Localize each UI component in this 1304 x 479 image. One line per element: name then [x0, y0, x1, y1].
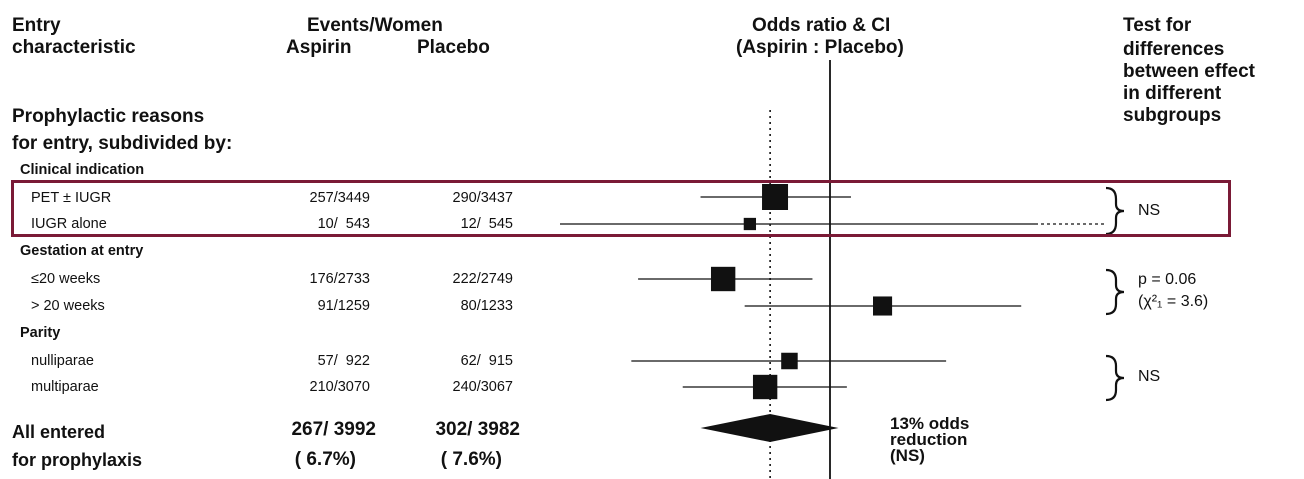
test-header-line3: between effect [1123, 61, 1255, 82]
total-label-line2: for prophylaxis [12, 450, 143, 470]
group-parity: Parity [20, 325, 61, 341]
group-gestation-at-entry: Gestation at entry [20, 243, 144, 259]
section-title-line2: for entry, subdivided by: [12, 133, 233, 154]
point-estimate-square [743, 217, 757, 231]
placebo-header: Placebo [417, 37, 490, 58]
row-label: multiparae [31, 379, 99, 395]
entry-header-line1: Entry [12, 15, 61, 36]
total-placebo-percent: ( 7.6%) [440, 449, 502, 470]
total-note-line3: (NS) [890, 446, 925, 465]
total-label-line1: All entered [12, 422, 106, 442]
total-note-line1: 13% odds [890, 414, 970, 433]
row-label: nulliparae [31, 353, 94, 369]
row-aspirin-count: 10/ 543 [317, 216, 370, 232]
point-estimate-square [781, 352, 798, 370]
total-note-line2: reduction [890, 430, 968, 449]
point-estimate-square [710, 266, 736, 292]
test-header-line5: subgroups [1123, 105, 1222, 126]
row-placebo-count: 80/1233 [460, 298, 513, 314]
aspirin-header: Aspirin [286, 37, 352, 58]
point-estimate-square [752, 374, 778, 400]
total-aspirin-count: 267/ 3992 [291, 419, 376, 440]
row-label: PET ± IUGR [31, 190, 112, 206]
total-aspirin-percent: ( 6.7%) [294, 449, 356, 470]
test-gestation-result-line2: (χ²₁ = 3.6) [1138, 293, 1209, 310]
test-header-line2: differences [1123, 39, 1225, 60]
row-label: ≤20 weeks [31, 271, 101, 287]
point-estimate-square [873, 296, 893, 316]
test-header-line4: in different [1123, 83, 1222, 104]
row-placebo-count: 240/3067 [452, 379, 513, 395]
group-clinical-indication: Clinical indication [20, 162, 145, 178]
test-parity-result: NS [1138, 368, 1161, 385]
overall-diamond [700, 414, 839, 442]
row-label: IUGR alone [31, 216, 107, 232]
test-clinical-result: NS [1138, 202, 1161, 219]
test-header-line1: Test for [1123, 15, 1192, 36]
row-aspirin-count: 257/3449 [309, 190, 370, 206]
row-aspirin-count: 91/1259 [317, 298, 370, 314]
row-aspirin-count: 57/ 922 [317, 353, 370, 369]
row-placebo-count: 12/ 545 [460, 216, 513, 232]
highlight-box [11, 180, 1231, 237]
row-placebo-count: 290/3437 [452, 190, 513, 206]
row-placebo-count: 222/2749 [452, 271, 513, 287]
brace-gestation [1105, 268, 1125, 316]
brace-parity [1105, 354, 1125, 402]
entry-header-line2: characteristic [12, 37, 136, 58]
total-placebo-count: 302/ 3982 [435, 419, 520, 440]
odds-ratio-header-line2: (Aspirin : Placebo) [736, 37, 904, 58]
section-title-line1: Prophylactic reasons [12, 106, 205, 127]
brace-clinical [1105, 186, 1125, 236]
row-aspirin-count: 210/3070 [309, 379, 370, 395]
point-estimate-square [762, 184, 789, 210]
row-placebo-count: 62/ 915 [460, 353, 513, 369]
row-aspirin-count: 176/2733 [309, 271, 370, 287]
odds-ratio-header-line1: Odds ratio & CI [752, 15, 891, 36]
test-gestation-result-line1: p = 0.06 [1138, 271, 1197, 288]
row-label: > 20 weeks [31, 298, 105, 314]
events-women-header: Events/Women [307, 15, 443, 36]
